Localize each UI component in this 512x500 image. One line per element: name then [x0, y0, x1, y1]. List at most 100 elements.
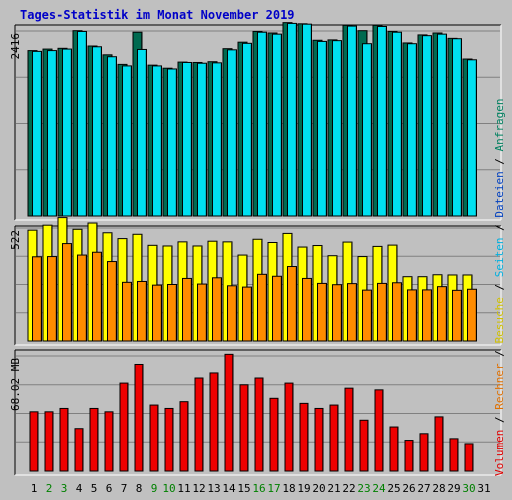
bar-seiten-day-29 — [452, 38, 462, 217]
bar-seiten-day-3 — [62, 48, 72, 217]
bar-rechner-day-24 — [377, 282, 387, 342]
x-tick-label-22: 22 — [342, 482, 355, 495]
bar-seiten-day-7 — [122, 65, 132, 217]
bar-volumen-day-12 — [194, 377, 204, 472]
x-tick-label-20: 20 — [312, 482, 325, 495]
x-tick-label-13: 13 — [207, 482, 220, 495]
bar-volumen-day-13 — [209, 372, 219, 472]
x-tick-label-24: 24 — [372, 482, 386, 495]
bar-rechner-day-1 — [32, 256, 42, 342]
x-tick-label-21: 21 — [327, 482, 340, 495]
x-tick-label-1: 1 — [31, 482, 38, 495]
bar-seiten-day-6 — [107, 56, 117, 217]
x-tick-label-28: 28 — [432, 482, 445, 495]
x-tick-label-10: 10 — [162, 482, 175, 495]
bar-seiten-day-20 — [317, 40, 327, 217]
bar-volumen-day-28 — [434, 416, 444, 472]
x-tick-label-29: 29 — [447, 482, 460, 495]
bar-seiten-day-10 — [167, 68, 177, 217]
panel-top: 2416 — [9, 22, 502, 221]
bar-rechner-day-10 — [167, 284, 177, 342]
bar-seiten-day-15 — [242, 42, 252, 217]
bar-volumen-day-21 — [329, 404, 339, 472]
x-tick-label-11: 11 — [177, 482, 190, 495]
bar-rechner-day-12 — [197, 283, 207, 342]
panel-bottom: 68.02 MB — [9, 349, 502, 476]
x-tick-label-26: 26 — [402, 482, 415, 495]
bar-volumen-day-24 — [374, 389, 384, 472]
bar-volumen-day-15 — [239, 384, 249, 472]
x-tick-label-8: 8 — [136, 482, 143, 495]
legend-separator: / — [493, 218, 506, 238]
bar-rechner-day-26 — [407, 289, 417, 342]
x-axis-labels: 1 2 3 4 5 6 7 8 9 10 11 12 13 14 15 16 17 18 19 20 21 22 23 24 2… — [31, 482, 491, 495]
bar-volumen-day-4 — [74, 428, 84, 472]
x-tick-label-19: 19 — [297, 482, 310, 495]
bar-volumen-day-11 — [179, 401, 189, 472]
bar-seiten-day-2 — [47, 50, 57, 217]
bar-volumen-day-29 — [449, 438, 459, 472]
x-tick-label-2: 2 — [46, 482, 53, 495]
bar-seiten-day-19 — [302, 23, 312, 217]
bar-volumen-day-1 — [29, 411, 39, 472]
x-tick-label-23: 23 — [357, 482, 370, 495]
x-tick-label-18: 18 — [282, 482, 295, 495]
x-tick-label-30: 30 — [462, 482, 475, 495]
bar-volumen-day-26 — [404, 440, 414, 472]
x-tick-label-17: 17 — [267, 482, 280, 495]
x-tick-label-27: 27 — [417, 482, 430, 495]
bar-rechner-day-8 — [137, 280, 147, 342]
bar-rechner-day-17 — [272, 275, 282, 342]
bar-volumen-day-5 — [89, 407, 99, 472]
bar-rechner-day-14 — [227, 285, 237, 342]
bar-seiten-day-5 — [92, 46, 102, 217]
bar-volumen-day-27 — [419, 433, 429, 472]
bar-seiten-day-30 — [467, 59, 477, 217]
panel-axis-label: 2416 — [9, 33, 22, 60]
bar-seiten-day-26 — [407, 43, 417, 217]
x-tick-label-14: 14 — [222, 482, 236, 495]
bar-seiten-day-1 — [32, 50, 42, 217]
x-tick-label-16: 16 — [252, 482, 265, 495]
bar-rechner-day-30 — [467, 288, 477, 342]
x-tick-label-15: 15 — [237, 482, 250, 495]
bar-rechner-day-5 — [92, 251, 102, 342]
bar-volumen-day-30 — [464, 443, 474, 472]
legend-item-rechner: Rechner — [493, 363, 506, 410]
bar-volumen-day-23 — [359, 419, 369, 472]
legend-item-besuche: Besuche — [493, 297, 506, 343]
legend-item-dateien: Dateien — [493, 171, 506, 217]
bar-seiten-day-14 — [227, 49, 237, 217]
bar-volumen-day-19 — [299, 402, 309, 472]
bar-seiten-day-16 — [257, 31, 267, 217]
bar-seiten-day-27 — [422, 35, 432, 217]
x-tick-label-12: 12 — [192, 482, 205, 495]
bar-volumen-day-17 — [269, 397, 279, 472]
bar-seiten-day-13 — [212, 62, 222, 217]
bar-rechner-day-15 — [242, 286, 252, 342]
bar-rechner-day-9 — [152, 284, 162, 342]
bar-volumen-day-2 — [44, 411, 54, 472]
bar-volumen-day-7 — [119, 382, 129, 472]
bar-rechner-day-13 — [212, 277, 222, 342]
bar-volumen-day-18 — [284, 382, 294, 472]
chart-panels: 2416 522 68.02 MB — [9, 22, 502, 476]
bar-seiten-day-17 — [272, 33, 282, 217]
bar-rechner-day-28 — [437, 286, 447, 342]
bar-rechner-day-6 — [107, 261, 117, 342]
x-tick-label-3: 3 — [61, 482, 68, 495]
x-tick-label-7: 7 — [121, 482, 128, 495]
bar-seiten-day-22 — [347, 25, 357, 217]
bar-rechner-day-4 — [77, 254, 87, 342]
bar-volumen-day-9 — [149, 404, 159, 472]
chart-title: Tages-Statistik im Monat November 2019 — [20, 8, 295, 22]
bar-seiten-day-28 — [437, 33, 447, 217]
bar-volumen-day-8 — [134, 363, 144, 472]
bar-seiten-day-11 — [182, 61, 192, 217]
bar-rechner-day-20 — [317, 282, 327, 342]
bar-rechner-day-23 — [362, 289, 372, 342]
legend-separator: / — [493, 344, 506, 364]
x-tick-label-31: 31 — [477, 482, 490, 495]
x-tick-label-4: 4 — [76, 482, 83, 495]
